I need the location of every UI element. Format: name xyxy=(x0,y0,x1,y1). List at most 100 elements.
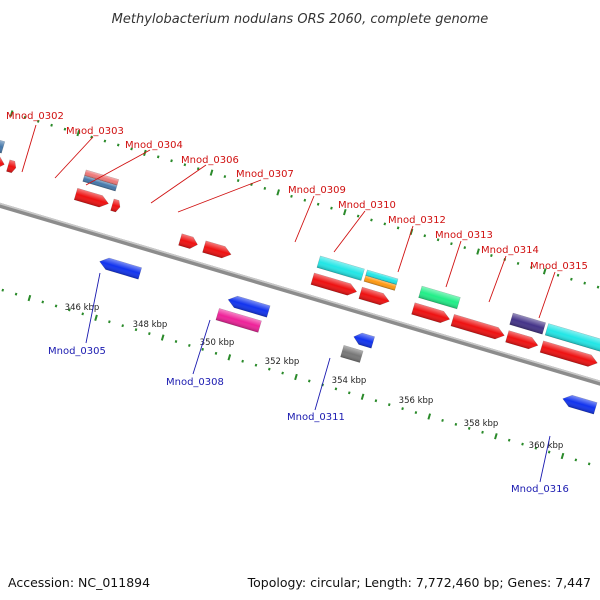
minor-tick xyxy=(490,254,493,258)
gene-label-mnod-0307[interactable]: Mnod_0307 xyxy=(236,169,294,180)
minor-tick xyxy=(587,462,591,466)
minor-tick xyxy=(134,328,138,332)
major-tick xyxy=(9,110,14,117)
minor-tick xyxy=(441,418,444,422)
gene-label-mnod-0302[interactable]: Mnod_0302 xyxy=(6,111,64,122)
minor-tick xyxy=(307,379,311,383)
gene-label-mnod-0314[interactable]: Mnod_0314 xyxy=(481,245,539,256)
major-tick xyxy=(227,354,232,361)
minor-tick xyxy=(170,159,173,163)
major-tick xyxy=(276,189,280,196)
gene-mnod-0307[interactable] xyxy=(202,240,233,260)
leader-line-mnod-0316 xyxy=(539,435,551,483)
kbp-label: 350 kbp xyxy=(200,338,235,348)
gene-label-mnod-0304[interactable]: Mnod_0304 xyxy=(125,140,183,151)
gene-mnod-0308-blue[interactable] xyxy=(226,294,271,318)
gene-mnod-0304[interactable] xyxy=(110,198,122,213)
minor-tick xyxy=(570,277,573,281)
gene-labels-bottom: Mnod_0305 Mnod_0308 Mnod_0311 Mnod_0316 xyxy=(48,346,569,495)
minor-tick xyxy=(347,391,351,395)
gene-mnod-0310-orange[interactable] xyxy=(363,275,397,291)
minor-tick xyxy=(374,399,378,403)
minor-tick xyxy=(156,155,160,159)
gene-label-mnod-0310[interactable]: Mnod_0310 xyxy=(338,200,396,211)
minor-tick xyxy=(68,308,71,312)
gene-label-mnod-0308[interactable]: Mnod_0308 xyxy=(166,377,224,388)
minor-tick xyxy=(116,143,120,147)
minor-tick xyxy=(436,238,440,242)
gene-label-mnod-0313[interactable]: Mnod_0313 xyxy=(435,230,493,241)
gene-mnod-0302[interactable] xyxy=(0,153,6,171)
minor-tick xyxy=(41,300,45,304)
minor-tick xyxy=(130,147,133,151)
minor-tick xyxy=(423,234,427,238)
minor-tick xyxy=(1,288,5,292)
gene-label-mnod-0311[interactable]: Mnod_0311 xyxy=(287,412,345,423)
gene-mnod-0312-red[interactable] xyxy=(411,302,452,325)
major-tick xyxy=(542,268,547,275)
minor-tick xyxy=(281,371,284,375)
major-tick xyxy=(360,393,365,400)
minor-tick xyxy=(50,123,53,127)
minor-tick xyxy=(241,359,244,363)
leader-line-mnod-0310 xyxy=(333,210,366,253)
minor-tick xyxy=(316,202,320,206)
leader-line-mnod-0307 xyxy=(177,179,262,213)
gene-label-mnod-0315[interactable]: Mnod_0315 xyxy=(530,261,588,272)
gene-mnod-0313-red[interactable] xyxy=(450,314,506,341)
leader-line-mnod-0315 xyxy=(538,271,556,319)
major-tick xyxy=(560,452,565,460)
gene-mnod-0308-pink[interactable] xyxy=(215,308,262,333)
minor-tick xyxy=(516,261,520,265)
gene-label-mnod-0316[interactable]: Mnod_0316 xyxy=(511,484,569,495)
minor-tick xyxy=(201,347,204,351)
kbp-label: 352 kbp xyxy=(265,357,300,367)
kbp-label: 358 kbp xyxy=(464,419,499,429)
minor-tick xyxy=(121,324,125,328)
major-tick xyxy=(160,334,165,341)
minor-tick xyxy=(267,367,271,371)
gene-mnod-0305[interactable] xyxy=(98,256,142,280)
gene-mnod-0310-red[interactable] xyxy=(358,286,391,307)
gene-labels-top: Mnod_0302 Mnod_0303 Mnod_0304 Mnod_0306 … xyxy=(6,111,588,272)
minor-tick xyxy=(521,442,524,446)
gene-label-mnod-0305[interactable]: Mnod_0305 xyxy=(48,346,106,357)
gene-mnod-0309-cyan[interactable] xyxy=(316,255,365,281)
kbp-scale-labels: 346 kbp 348 kbp 350 kbp 352 kbp 354 kbp … xyxy=(65,303,564,451)
minor-tick xyxy=(183,163,187,167)
gene-mnod-0311-gray[interactable] xyxy=(340,345,364,363)
major-tick xyxy=(76,129,81,137)
gene-mnod-0311-blue[interactable] xyxy=(352,331,375,349)
kbp-label: 360 kbp xyxy=(529,441,564,451)
gene-mnod-0314-red[interactable] xyxy=(505,330,540,352)
leader-line-mnod-0306 xyxy=(150,164,207,204)
minor-tick xyxy=(236,179,240,183)
gene-label-mnod-0309[interactable]: Mnod_0309 xyxy=(288,185,346,196)
kbp-label: 356 kbp xyxy=(399,396,434,406)
gene-label-mnod-0312[interactable]: Mnod_0312 xyxy=(388,215,446,226)
minor-tick xyxy=(530,265,533,269)
accession-text: Accession: NC_011894 xyxy=(8,575,150,590)
gene-mnod-0315-cyan[interactable] xyxy=(544,323,600,353)
genome-backbone xyxy=(0,173,600,417)
gene-mnod-0302b[interactable] xyxy=(6,159,17,174)
gene-mnod-0306[interactable] xyxy=(178,233,200,251)
gene-mnod-0312-teal[interactable] xyxy=(418,285,461,310)
minor-tick xyxy=(214,351,218,355)
minor-tick xyxy=(387,403,391,407)
gene-mnod-0301-steel[interactable] xyxy=(0,137,6,154)
gene-mnod-0316[interactable] xyxy=(561,393,598,415)
gene-mnod-0303-red[interactable] xyxy=(73,187,110,209)
minor-tick xyxy=(290,194,293,198)
gene-label-mnod-0306[interactable]: Mnod_0306 xyxy=(181,155,239,166)
gene-label-mnod-0303[interactable]: Mnod_0303 xyxy=(66,126,124,137)
minor-tick xyxy=(574,458,578,462)
minor-tick xyxy=(414,411,418,415)
gene-mnod-0314-purple[interactable] xyxy=(509,312,546,335)
genome-track xyxy=(0,110,600,466)
gene-mnod-0309-red[interactable] xyxy=(310,272,359,298)
gene-mnod-0315-red[interactable] xyxy=(539,340,599,369)
minor-tick xyxy=(81,312,85,316)
gene-mnod-0303-steel[interactable] xyxy=(82,175,118,192)
tick-marks xyxy=(1,110,600,466)
